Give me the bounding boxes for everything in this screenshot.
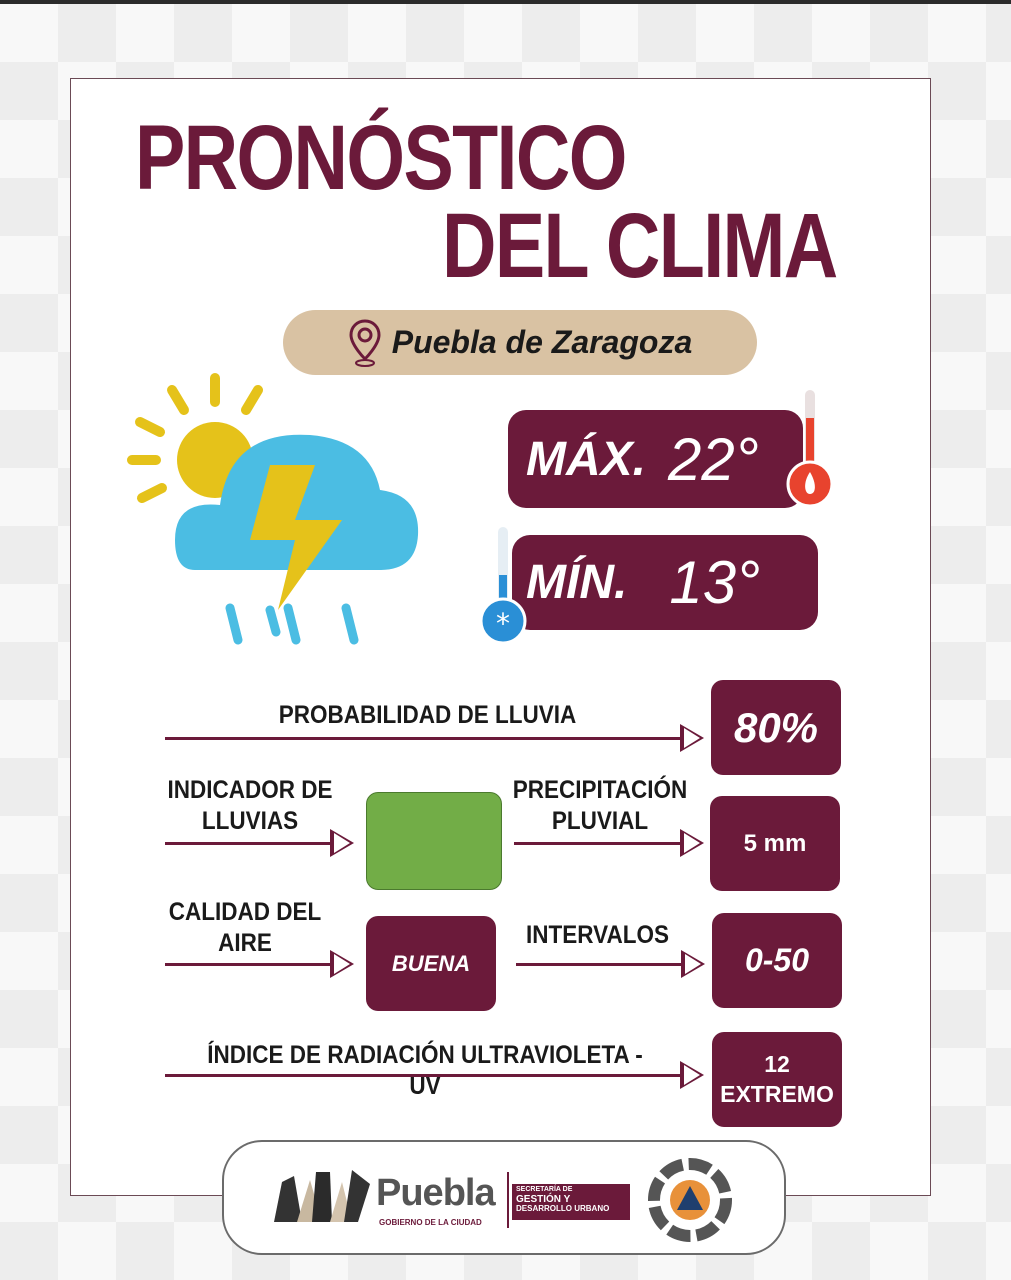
location-name: Puebla de Zaragoza bbox=[391, 324, 693, 360]
rain-probability-arrow bbox=[165, 724, 704, 752]
title-line-2: DEL CLIMA bbox=[442, 195, 838, 297]
title-line-1: PRONÓSTICO bbox=[135, 107, 627, 209]
min-temp-label: MÍN. bbox=[526, 556, 628, 609]
air-quality-value: BUENA bbox=[366, 916, 496, 1011]
thermometer-cold-icon: * bbox=[479, 527, 527, 645]
footer-logos: Puebla GOBIERNO DE LA CIUDAD SECRETARÍA … bbox=[222, 1140, 786, 1255]
rain-probability-value: 80% bbox=[711, 680, 841, 775]
intervals-value: 0-50 bbox=[712, 913, 842, 1008]
precipitation-arrow bbox=[514, 829, 704, 857]
intervals-arrow bbox=[516, 950, 705, 978]
uv-value: 12 bbox=[764, 1050, 790, 1077]
uv-level: EXTREMO bbox=[720, 1080, 834, 1107]
secretaria-logo: SECRETARÍA DE GESTIÓN Y DESARROLLO URBAN… bbox=[512, 1184, 630, 1220]
air-quality-label: CALIDAD DEL AIRE bbox=[168, 898, 322, 958]
city-skyline-logo-icon bbox=[274, 1170, 370, 1222]
thermometer-hot-icon bbox=[786, 390, 834, 508]
uv-value-box: 12 EXTREMO bbox=[712, 1032, 842, 1127]
rain-indicator-swatch bbox=[366, 792, 502, 890]
uv-label: ÍNDICE DE RADIACIÓN ULTRAVIOLETA - UV bbox=[207, 1041, 643, 1101]
rain-indicator-arrow bbox=[165, 829, 354, 857]
max-temp-value: 22° bbox=[668, 425, 759, 493]
map-pin-icon bbox=[349, 318, 381, 367]
max-temp-label: MÁX. bbox=[526, 432, 646, 486]
precipitation-value: 5 mm bbox=[710, 796, 840, 891]
civil-protection-logo-icon bbox=[648, 1158, 732, 1242]
rain-indicator-label: INDICADOR DE LLUVIAS bbox=[167, 776, 333, 836]
logo-divider bbox=[507, 1172, 509, 1228]
svg-text:*: * bbox=[496, 607, 510, 640]
min-temp-value: 13° bbox=[669, 549, 761, 616]
puebla-logo-subtitle: GOBIERNO DE LA CIUDAD bbox=[379, 1218, 482, 1227]
puebla-logo-text: Puebla bbox=[376, 1172, 496, 1214]
top-bar bbox=[0, 0, 1011, 4]
min-temp-box: MÍN. 13° bbox=[512, 535, 818, 630]
uv-arrow bbox=[165, 1061, 704, 1089]
sun-cloud-thunderstorm-rain-icon bbox=[127, 373, 419, 645]
location-pill: Puebla de Zaragoza bbox=[283, 310, 757, 375]
rain-probability-label: PROBABILIDAD DE LLUVIA bbox=[278, 701, 577, 729]
max-temp-box: MÁX. 22° bbox=[508, 410, 803, 508]
air-quality-arrow bbox=[165, 950, 354, 978]
precipitation-label: PRECIPITACIÓN PLUVIAL bbox=[512, 776, 688, 836]
intervals-label: INTERVALOS bbox=[526, 921, 669, 949]
